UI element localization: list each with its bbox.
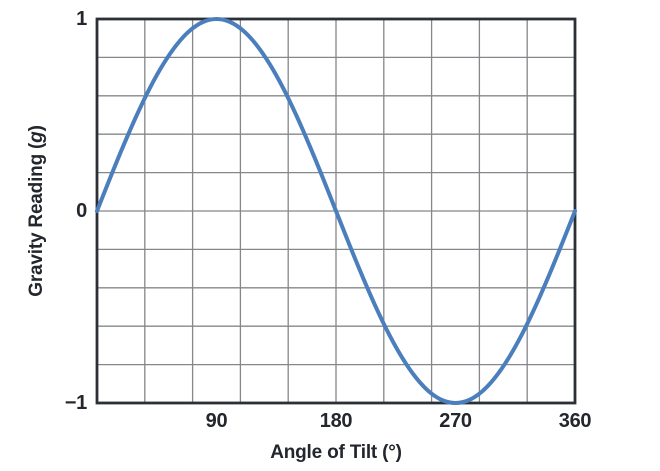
x-tick-label: 90: [205, 410, 228, 432]
x-tick-label: 360: [558, 410, 592, 432]
x-axis-title: Angle of Tilt (°): [270, 442, 402, 463]
y-axis-title-variable: g: [26, 131, 47, 143]
x-tick-label: 180: [319, 410, 353, 432]
y-axis-title-suffix: ): [26, 125, 47, 132]
x-tick-label: 270: [439, 410, 472, 432]
y-tick-label: 1: [76, 8, 87, 30]
y-tick-label: −1: [64, 392, 88, 414]
y-tick-label: 0: [76, 200, 87, 222]
sine-curve: [95, 17, 577, 405]
